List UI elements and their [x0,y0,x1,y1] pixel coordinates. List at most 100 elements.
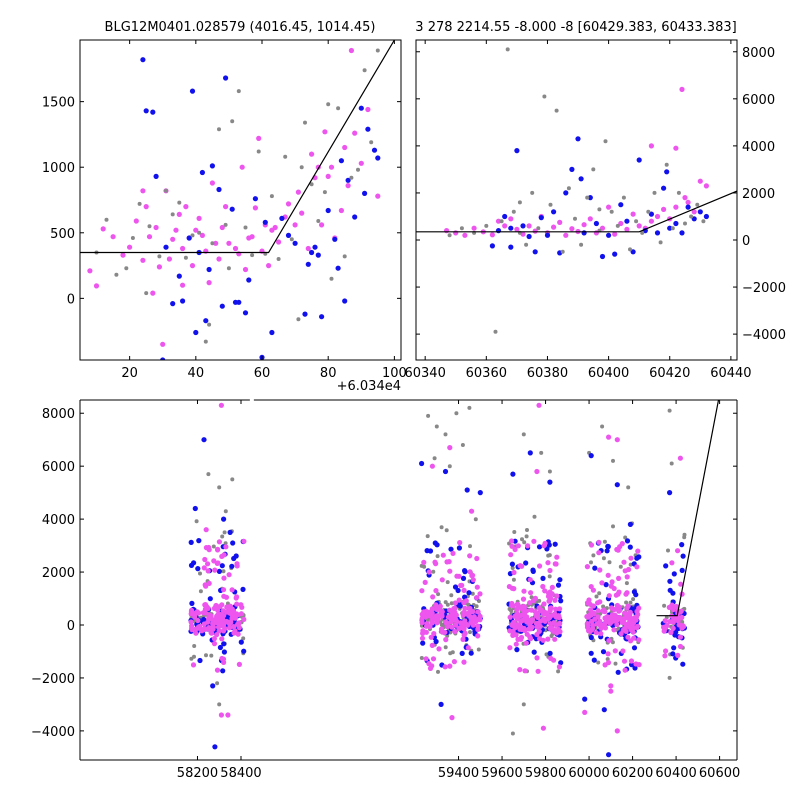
data-point-gray [198,589,203,594]
x-tick-label: 80 [320,366,337,381]
data-point-blue [558,660,564,666]
data-point-blue [703,213,710,220]
data-point-magenta [540,583,546,590]
data-point-gray [600,424,605,429]
data-point-magenta [606,434,612,440]
x-tick-label: 60400 [588,366,629,381]
data-point-gray [256,149,261,154]
data-point-magenta [216,616,222,622]
data-point-gray [210,241,215,246]
data-point-gray [104,217,109,222]
data-point-magenta [453,622,459,628]
data-point-gray [505,47,510,52]
data-point-magenta [435,616,441,623]
data-point-magenta [226,572,232,578]
data-point-gray [375,48,380,53]
data-point-magenta [534,655,540,661]
data-point-blue [691,216,697,222]
data-point-magenta [515,543,522,549]
data-point-blue [495,228,502,234]
data-point-blue [558,598,564,604]
data-point-blue [509,561,515,567]
data-point-magenta [231,624,237,630]
data-point-magenta [419,620,425,626]
data-point-magenta [215,560,221,566]
data-point-magenta [521,603,527,610]
data-point-magenta [682,195,688,201]
data-point-magenta [666,604,672,611]
data-point-blue [536,544,543,550]
data-point-magenta [229,615,235,622]
data-point-magenta [691,209,697,215]
data-point-gray [689,214,694,219]
data-point-magenta [596,550,602,556]
data-point-magenta [661,206,667,212]
x-tick-label: 58200 [177,766,218,781]
data-point-magenta [342,144,348,151]
data-point-gray [509,608,514,613]
data-point-gray [447,233,452,238]
data-point-magenta [606,593,612,599]
data-point-magenta [662,653,668,659]
data-point-magenta [552,611,558,617]
data-point-magenta [365,106,371,113]
data-point-blue [189,88,196,94]
data-point-magenta [622,568,628,574]
data-point-magenta [309,151,315,157]
right-panel-title: 3 278 2214.55 -8.000 -8 [60429.383, 6043… [415,20,736,35]
data-point-magenta [621,559,627,565]
data-point-blue [633,592,639,598]
data-point-blue [601,707,607,713]
data-point-gray [443,600,448,605]
data-point-magenta [534,468,540,475]
data-point-magenta [133,218,139,224]
y-tick-label: 4000 [742,140,775,155]
data-point-blue [592,565,598,571]
data-point-blue [189,600,195,607]
data-point-magenta [524,619,530,625]
data-point-blue [697,209,703,215]
data-point-magenta [668,629,674,636]
data-point-gray [521,702,526,707]
data-point-magenta [636,605,642,611]
data-point-gray [601,556,606,561]
data-point-magenta [515,622,521,628]
data-point-magenta [429,606,435,612]
data-point-magenta [669,560,675,566]
data-point-gray [276,257,281,261]
data-point-blue [508,244,514,250]
data-point-magenta [436,606,442,612]
data-point-magenta [153,224,159,231]
data-point-magenta [533,621,540,627]
data-point-gray [556,669,561,674]
data-point-blue [685,204,691,210]
data-point-magenta [422,579,428,586]
data-point-magenta [466,609,472,616]
data-point-magenta [352,130,358,136]
data-point-magenta [673,603,680,610]
data-point-magenta [475,609,481,615]
data-point-magenta [546,615,552,622]
data-point-gray [628,600,633,605]
data-point-magenta [442,664,448,670]
data-point-gray [207,322,212,327]
data-point-magenta [100,226,106,232]
data-point-magenta [156,264,162,270]
data-point-magenta [212,567,218,573]
data-point-magenta [628,658,635,664]
data-point-magenta [220,587,227,593]
data-point-magenta [450,550,456,557]
data-point-blue [673,220,679,227]
data-point-magenta [552,597,558,603]
data-point-blue [581,230,587,236]
data-point-blue [427,548,434,554]
data-point-magenta [620,648,626,654]
data-point-magenta [673,145,679,151]
data-point-magenta [622,610,628,616]
data-point-blue [605,543,611,550]
data-point-magenta [508,216,514,222]
data-point-magenta [591,611,597,617]
data-point-magenta [470,622,476,628]
data-point-blue [551,209,557,215]
data-point-blue [631,645,638,651]
